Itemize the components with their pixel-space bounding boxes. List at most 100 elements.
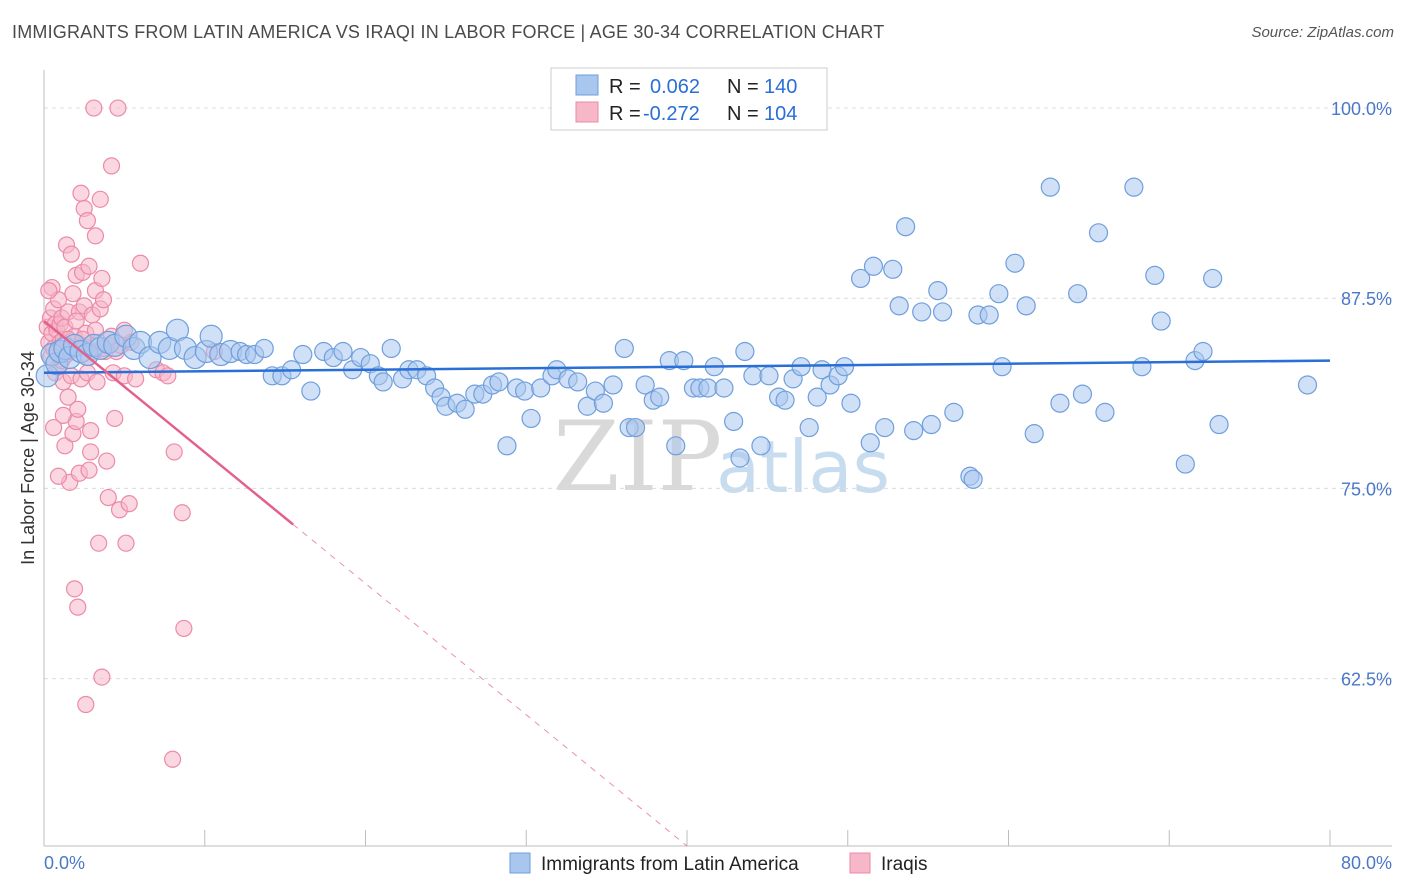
point-pink-68 <box>98 452 116 470</box>
point-blue-33 <box>293 344 313 365</box>
point-blue-77 <box>666 436 686 456</box>
point-blue-132 <box>1151 311 1171 331</box>
point-blue-118 <box>989 284 1009 304</box>
point-blue-95 <box>807 387 827 407</box>
point-pink-33 <box>65 580 84 598</box>
point-pink-69 <box>99 488 117 507</box>
legend-r-label-blue: R = <box>609 76 641 98</box>
point-pink-87 <box>165 443 183 461</box>
top-legend: R = 0.062 N = 140 R = -0.272 N = 104 <box>550 67 828 131</box>
legend-r-value-pink: -0.272 <box>643 103 700 125</box>
point-blue-122 <box>1024 424 1044 444</box>
point-pink-60 <box>90 534 108 552</box>
point-pink-83 <box>131 254 150 272</box>
point-pink-46 <box>77 695 95 714</box>
bottom-legend-label-blue: Immigrants from Latin America <box>541 854 799 875</box>
point-pink-92 <box>40 282 58 300</box>
point-pink-55 <box>85 99 103 117</box>
point-blue-117 <box>979 305 999 325</box>
chart-source: Source: ZipAtlas.com <box>1251 24 1394 41</box>
y-tick-labels: 62.5% 75.0% 87.5% 100.0% <box>1331 99 1392 690</box>
point-blue-99 <box>834 357 855 377</box>
point-blue-127 <box>1088 223 1109 243</box>
point-blue-70 <box>614 338 634 359</box>
point-pink-63 <box>91 190 109 208</box>
point-blue-126 <box>1072 384 1093 404</box>
point-pink-89 <box>173 504 191 522</box>
point-pink-93 <box>45 418 63 437</box>
point-blue-128 <box>1095 402 1115 422</box>
point-pink-90 <box>175 619 193 638</box>
point-blue-138 <box>1297 375 1318 395</box>
trend-lines <box>43 320 1331 847</box>
point-blue-100 <box>841 393 861 413</box>
point-blue-120 <box>1005 253 1025 273</box>
point-blue-109 <box>912 302 932 322</box>
point-pink-80 <box>120 495 138 513</box>
point-blue-108 <box>904 421 924 441</box>
series-latin-america-points <box>35 177 1318 489</box>
point-pink-71 <box>102 157 121 175</box>
bottom-legend-label-pink: Iraqis <box>881 854 927 875</box>
point-pink-21 <box>56 437 74 455</box>
point-blue-68 <box>593 393 614 413</box>
point-blue-72 <box>625 417 646 438</box>
bottom-legend-swatch-pink <box>849 852 871 874</box>
point-blue-106 <box>889 296 909 316</box>
legend-r-value-blue: 0.062 <box>650 76 700 98</box>
point-blue-112 <box>932 302 953 322</box>
bottom-legend: Immigrants from Latin America Iraqis <box>509 852 927 875</box>
point-blue-23 <box>199 324 223 348</box>
legend-n-label-blue: N = <box>727 76 759 98</box>
point-blue-130 <box>1132 357 1152 377</box>
point-blue-78 <box>674 351 694 371</box>
point-blue-131 <box>1145 265 1165 286</box>
point-blue-34 <box>301 381 321 401</box>
legend-swatch-pink <box>575 101 599 123</box>
point-blue-43 <box>381 338 401 359</box>
point-blue-115 <box>963 469 983 489</box>
legend-swatch-blue <box>575 74 599 96</box>
trend-line-blue <box>43 359 1331 375</box>
point-blue-104 <box>875 417 895 438</box>
point-pink-30 <box>64 285 82 303</box>
point-pink-86 <box>159 367 177 385</box>
point-blue-107 <box>896 217 916 237</box>
legend-r-label-pink: R = <box>609 103 641 125</box>
point-blue-102 <box>860 433 880 453</box>
point-blue-52 <box>455 399 475 419</box>
point-blue-125 <box>1068 284 1088 304</box>
point-blue-129 <box>1124 177 1144 197</box>
point-blue-111 <box>928 281 948 301</box>
point-blue-57 <box>497 436 517 456</box>
point-blue-73 <box>635 375 655 395</box>
point-pink-52 <box>82 422 100 440</box>
point-blue-89 <box>759 366 779 386</box>
point-blue-136 <box>1203 268 1223 289</box>
point-blue-86 <box>735 341 755 362</box>
legend-n-value-blue: 140 <box>764 76 797 98</box>
trend-line-pink-dashed <box>292 524 688 847</box>
point-blue-37 <box>333 341 353 362</box>
point-blue-137 <box>1209 414 1229 435</box>
point-blue-121 <box>1016 296 1036 316</box>
point-pink-28 <box>62 245 80 263</box>
y-tick-label-0: 62.5% <box>1341 670 1392 690</box>
point-pink-59 <box>88 373 106 391</box>
point-blue-94 <box>799 417 819 438</box>
point-blue-61 <box>531 378 551 398</box>
point-pink-64 <box>93 668 111 686</box>
point-blue-42 <box>373 372 393 392</box>
y-tick-label-2: 87.5% <box>1341 289 1392 309</box>
point-pink-36 <box>69 400 87 418</box>
point-pink-82 <box>127 370 145 388</box>
watermark-atlas: atlas <box>716 425 890 509</box>
point-pink-66 <box>94 291 113 309</box>
point-blue-135 <box>1193 341 1213 362</box>
y-tick-label-3: 100.0% <box>1331 99 1392 119</box>
point-blue-84 <box>724 411 744 432</box>
point-pink-75 <box>109 99 127 117</box>
point-blue-83 <box>714 378 734 398</box>
point-blue-85 <box>730 448 750 468</box>
